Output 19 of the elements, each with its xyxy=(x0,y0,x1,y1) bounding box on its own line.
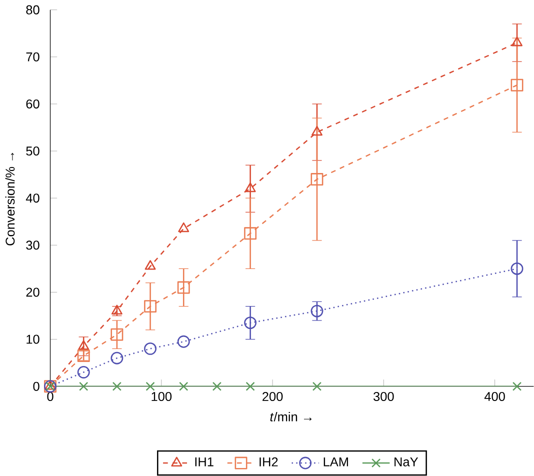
y-axis-title: Conversion/% → xyxy=(5,152,15,246)
x-tick-label: 100 xyxy=(152,392,172,402)
legend-label: IH1 xyxy=(195,458,214,466)
legend-label: IH2 xyxy=(260,458,278,466)
y-tick-label: 10 xyxy=(26,334,40,344)
y-tick-label: 80 xyxy=(26,5,40,14)
y-tick-label: 20 xyxy=(26,288,40,297)
x-tick-label: 300 xyxy=(373,392,394,402)
y-tick-label: 0 xyxy=(33,382,40,392)
x-axis-title: t/min → xyxy=(270,412,312,422)
x-tick-label: 200 xyxy=(262,392,283,402)
y-tick-label: 30 xyxy=(26,240,40,250)
legend-label: LAM xyxy=(324,458,348,466)
y-tick-label: 40 xyxy=(26,194,40,203)
y-tick-label: 50 xyxy=(26,146,40,156)
y-tick-label: 60 xyxy=(26,100,40,109)
y-tick-label: 70 xyxy=(26,52,40,62)
x-tick-label: 400 xyxy=(484,392,505,402)
legend-label: NaY xyxy=(394,458,418,466)
